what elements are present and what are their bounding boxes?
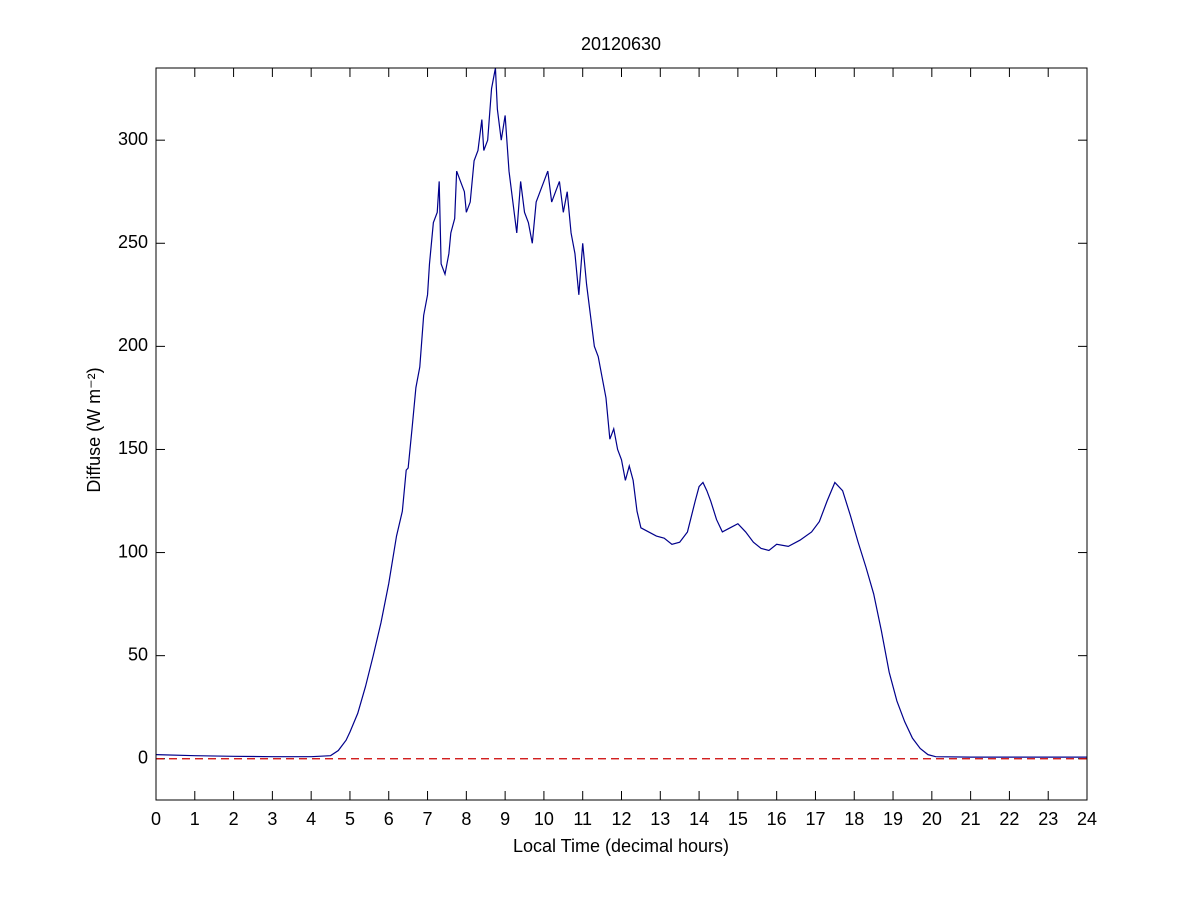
data-line — [155, 67, 1087, 758]
x-tick-label: 15 — [728, 809, 748, 829]
x-tick-label: 19 — [883, 809, 903, 829]
x-tick-label: 5 — [345, 809, 355, 829]
x-tick-label: 12 — [611, 809, 631, 829]
x-tick-label: 6 — [384, 809, 394, 829]
x-tick-label: 10 — [534, 809, 554, 829]
y-tick-label: 250 — [118, 232, 148, 252]
x-tick-label: 17 — [805, 809, 825, 829]
x-axis-label: Local Time (decimal hours) — [513, 836, 729, 856]
y-axis-label: Diffuse (W m⁻²) — [84, 367, 104, 492]
y-tick-label: 0 — [138, 748, 148, 768]
x-tick-label: 9 — [500, 809, 510, 829]
y-tick-label: 150 — [118, 438, 148, 458]
x-tick-label: 13 — [650, 809, 670, 829]
y-tick-label: 300 — [118, 129, 148, 149]
x-tick-label: 11 — [573, 809, 592, 829]
y-tick-label: 100 — [118, 541, 148, 561]
x-tick-label: 4 — [306, 809, 316, 829]
x-tick-label: 7 — [423, 809, 433, 829]
x-tick-label: 20 — [922, 809, 942, 829]
x-tick-label: 0 — [151, 809, 161, 829]
y-tick-label: 200 — [118, 335, 148, 355]
x-tick-label: 3 — [267, 809, 277, 829]
plot-frame — [155, 67, 1088, 801]
x-tick-label: 2 — [229, 809, 239, 829]
y-tick-label: 50 — [128, 644, 148, 664]
x-tick-label: 14 — [689, 809, 709, 829]
x-tick-label: 8 — [461, 809, 471, 829]
x-tick-label: 23 — [1038, 809, 1058, 829]
x-tick-label: 1 — [190, 809, 200, 829]
x-tick-label: 18 — [844, 809, 864, 829]
x-tick-label: 16 — [767, 809, 787, 829]
chart-title: 20120630 — [581, 34, 661, 54]
x-tick-label: 21 — [961, 809, 981, 829]
x-tick-label: 24 — [1077, 809, 1097, 829]
x-tick-label: 22 — [999, 809, 1019, 829]
